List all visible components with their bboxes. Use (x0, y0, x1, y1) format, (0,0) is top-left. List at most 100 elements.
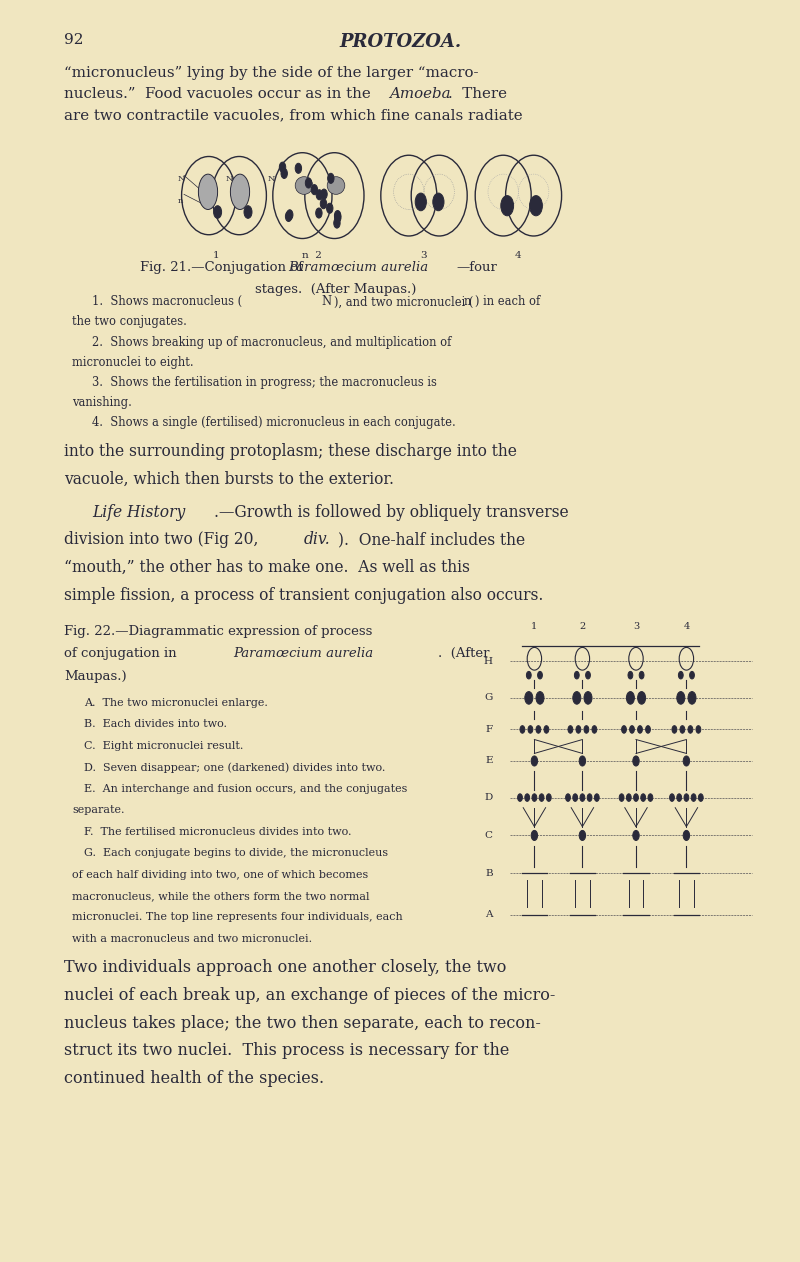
Text: E.  An interchange and fusion occurs, and the conjugates: E. An interchange and fusion occurs, and… (84, 784, 407, 794)
Circle shape (696, 726, 701, 733)
Circle shape (295, 163, 302, 173)
Circle shape (584, 726, 589, 733)
Text: vanishing.: vanishing. (72, 396, 132, 409)
Text: 4.  Shows a single (fertilised) micronucleus in each conjugate.: 4. Shows a single (fertilised) micronucl… (92, 416, 456, 429)
Circle shape (286, 209, 293, 220)
Text: 4: 4 (683, 622, 690, 631)
Text: G.  Each conjugate begins to divide, the micronucleus: G. Each conjugate begins to divide, the … (84, 848, 388, 858)
Ellipse shape (327, 177, 345, 194)
Circle shape (501, 196, 514, 216)
Circle shape (433, 193, 444, 211)
Text: B: B (485, 868, 493, 878)
Ellipse shape (230, 174, 250, 209)
Text: separate.: separate. (72, 805, 125, 815)
Text: D: D (485, 793, 493, 803)
Circle shape (677, 794, 682, 801)
Circle shape (334, 211, 341, 221)
Circle shape (573, 794, 578, 801)
Text: F.  The fertilised micronucleus divides into two.: F. The fertilised micronucleus divides i… (84, 827, 351, 837)
Circle shape (286, 212, 292, 222)
Text: ), and two micronuclei (: ), and two micronuclei ( (334, 295, 474, 308)
Text: Life History: Life History (92, 504, 186, 520)
Text: 3: 3 (633, 622, 639, 631)
Ellipse shape (295, 177, 313, 194)
Text: Fig. 22.—Diagrammatic expression of process: Fig. 22.—Diagrammatic expression of proc… (64, 625, 372, 637)
Text: N: N (322, 295, 332, 308)
Circle shape (311, 184, 318, 194)
Text: micronuclei to eight.: micronuclei to eight. (72, 356, 194, 369)
Circle shape (334, 218, 340, 228)
Circle shape (326, 203, 333, 213)
Circle shape (546, 794, 551, 801)
Circle shape (580, 794, 585, 801)
Circle shape (536, 692, 544, 704)
Circle shape (526, 671, 531, 679)
Circle shape (316, 208, 322, 218)
Text: N: N (178, 175, 185, 183)
Text: macronucleus, while the others form the two normal: macronucleus, while the others form the … (72, 891, 370, 901)
Text: nuclei of each break up, an exchange of pieces of the micro-: nuclei of each break up, an exchange of … (64, 987, 555, 1003)
Text: 3: 3 (421, 251, 427, 260)
Circle shape (531, 830, 538, 840)
Circle shape (670, 794, 674, 801)
Circle shape (633, 830, 639, 840)
Text: Fig. 21.—Conjugation of: Fig. 21.—Conjugation of (140, 261, 307, 274)
Text: 92: 92 (64, 33, 83, 47)
Text: Maupas.): Maupas.) (64, 670, 126, 683)
Circle shape (677, 692, 685, 704)
Circle shape (415, 193, 426, 211)
Text: n  2: n 2 (302, 251, 322, 260)
Circle shape (688, 726, 693, 733)
Text: with a macronucleus and two micronuclei.: with a macronucleus and two micronuclei. (72, 934, 312, 944)
Text: struct its two nuclei.  This process is necessary for the: struct its two nuclei. This process is n… (64, 1042, 510, 1059)
Text: stages.  (After Maupas.): stages. (After Maupas.) (255, 283, 417, 295)
Circle shape (518, 794, 522, 801)
Text: n: n (178, 197, 183, 204)
Text: 1.  Shows macronucleus (: 1. Shows macronucleus ( (92, 295, 242, 308)
Text: Paramœcium aurelia: Paramœcium aurelia (288, 261, 428, 274)
Text: “micronucleus” lying by the side of the larger “macro-: “micronucleus” lying by the side of the … (64, 66, 478, 80)
Circle shape (587, 794, 592, 801)
Circle shape (678, 671, 683, 679)
Text: into the surrounding protoplasm; these discharge into the: into the surrounding protoplasm; these d… (64, 443, 517, 459)
Circle shape (244, 206, 252, 218)
Circle shape (568, 726, 573, 733)
Text: E: E (486, 756, 493, 766)
Circle shape (579, 756, 586, 766)
Circle shape (321, 189, 327, 199)
Text: F: F (486, 724, 493, 734)
Circle shape (525, 692, 533, 704)
Circle shape (626, 692, 634, 704)
Circle shape (690, 671, 694, 679)
Circle shape (619, 794, 624, 801)
Text: PROTOZOA.: PROTOZOA. (339, 33, 461, 50)
Circle shape (328, 173, 334, 183)
Circle shape (539, 794, 544, 801)
Text: Paramœcium aurelia: Paramœcium aurelia (234, 647, 374, 660)
Circle shape (214, 206, 222, 218)
Text: G: G (485, 693, 493, 703)
Circle shape (520, 726, 525, 733)
Circle shape (530, 196, 542, 216)
Text: nucleus takes place; the two then separate, each to recon-: nucleus takes place; the two then separa… (64, 1015, 541, 1031)
Circle shape (538, 671, 542, 679)
Circle shape (592, 726, 597, 733)
Text: simple fission, a process of transient conjugation also occurs.: simple fission, a process of transient c… (64, 587, 543, 603)
Text: Two individuals approach one another closely, the two: Two individuals approach one another clo… (64, 959, 506, 976)
Circle shape (688, 692, 696, 704)
Circle shape (634, 794, 638, 801)
Circle shape (544, 726, 549, 733)
Text: .  There: . There (448, 87, 507, 101)
Text: D.  Seven disappear; one (darkened) divides into two.: D. Seven disappear; one (darkened) divid… (84, 762, 386, 772)
Text: Amoeba: Amoeba (390, 87, 451, 101)
Text: 4: 4 (515, 251, 522, 260)
Circle shape (584, 692, 592, 704)
Text: of each half dividing into two, one of which becomes: of each half dividing into two, one of w… (72, 870, 368, 880)
Circle shape (683, 830, 690, 840)
Text: micronuclei. The top line represents four individuals, each: micronuclei. The top line represents fou… (72, 912, 402, 923)
Text: ).  One-half includes the: ). One-half includes the (338, 531, 526, 548)
Circle shape (680, 726, 685, 733)
Text: division into two (Fig 20,: division into two (Fig 20, (64, 531, 263, 548)
Circle shape (536, 726, 541, 733)
Text: .—Growth is followed by obliquely transverse: .—Growth is followed by obliquely transv… (214, 504, 569, 520)
